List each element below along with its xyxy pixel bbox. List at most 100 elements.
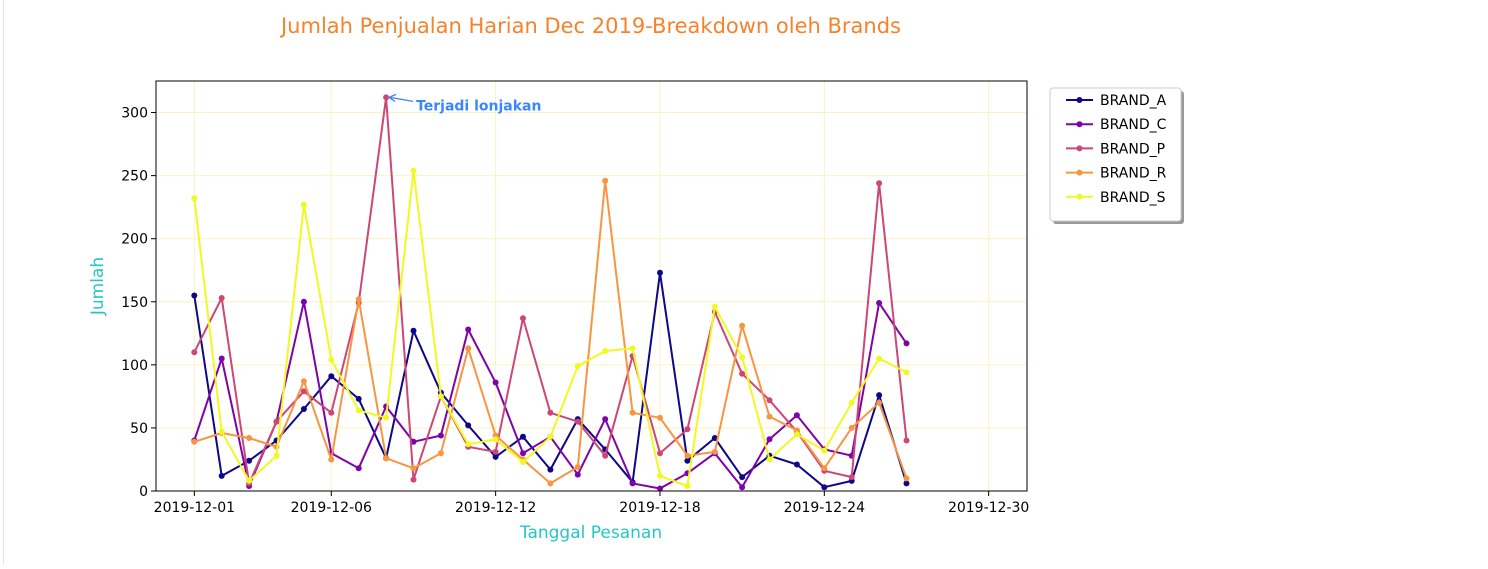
legend-item-brand-a: BRAND_A (1066, 93, 1167, 109)
data-point (273, 418, 280, 425)
annotation-label: Terjadi lonjakan (416, 98, 541, 114)
data-point (903, 475, 910, 482)
data-point (246, 457, 253, 464)
data-point (410, 465, 417, 472)
data-point (793, 461, 800, 468)
series-brand-s (191, 167, 910, 489)
data-point (246, 435, 253, 441)
data-point (410, 476, 417, 483)
data-point (437, 432, 444, 439)
data-point (876, 399, 883, 406)
data-point (848, 424, 855, 431)
data-point (739, 370, 746, 377)
data-point (739, 322, 746, 329)
data-point (492, 436, 499, 443)
data-point (657, 472, 663, 479)
y-tick-label: 150 (121, 295, 148, 311)
y-tick-label: 100 (121, 358, 148, 374)
data-point (876, 300, 883, 306)
data-point (739, 474, 746, 481)
data-point (383, 414, 390, 421)
data-point (876, 392, 883, 399)
data-point (574, 471, 581, 478)
data-point (465, 422, 472, 429)
data-point (711, 303, 718, 310)
series-line (193, 96, 908, 485)
data-point (191, 195, 198, 202)
data-point (602, 177, 609, 184)
chart-title: Jumlah Penjualan Harian Dec 2019-Breakdo… (279, 14, 901, 38)
grid (156, 81, 1027, 492)
data-point (465, 441, 472, 448)
legend: BRAND_A BRAND_C BRAND_P BRAND_R BRAND_S (1049, 87, 1184, 224)
data-point (711, 448, 718, 455)
data-point (684, 426, 691, 433)
data-point (520, 315, 526, 322)
data-point (766, 456, 773, 463)
legend-item-brand-c: BRAND_C (1066, 117, 1167, 133)
data-point (684, 457, 691, 464)
legend-marker (1076, 193, 1083, 200)
data-point (793, 431, 800, 438)
data-point (300, 201, 307, 208)
left-border (3, 0, 4, 565)
data-point (629, 345, 636, 352)
y-tick-label: 200 (121, 232, 148, 248)
data-point (903, 480, 910, 487)
x-tick-label: 2019-12-24 (784, 500, 865, 516)
y-tick-label: 300 (121, 106, 148, 122)
data-point (602, 348, 609, 354)
data-point (684, 452, 691, 459)
legend-label: BRAND_R (1100, 166, 1167, 182)
data-point (602, 452, 609, 459)
data-point (711, 435, 718, 441)
data-point (328, 373, 335, 380)
legend-marker (1076, 169, 1083, 176)
plot-area (155, 80, 1028, 492)
legend-marker (1076, 121, 1083, 128)
data-point (547, 466, 554, 473)
data-point (191, 438, 198, 445)
x-tick-label: 2019-12-12 (455, 500, 536, 516)
data-point (876, 180, 883, 187)
x-tick-label: 2019-12-01 (154, 500, 235, 516)
data-point (657, 450, 663, 457)
data-point (547, 409, 554, 416)
data-point (465, 345, 472, 352)
data-point (383, 455, 390, 462)
axis-ticks: 0 50 100 150 200 250 300 2019-12-01 2019-12-06 20… (121, 106, 1029, 516)
data-point (273, 452, 280, 459)
legend-item-brand-s: BRAND_S (1066, 190, 1166, 206)
legend-label: BRAND_A (1100, 93, 1167, 109)
data-point (848, 474, 855, 481)
data-point (766, 397, 773, 404)
x-axis-label: Tanggal Pesanan (519, 523, 662, 543)
data-point (574, 363, 581, 370)
y-tick-label: 250 (121, 169, 148, 185)
annotation-group: Terjadi lonjakan (388, 93, 541, 114)
data-point (410, 167, 417, 174)
y-tick-label: 0 (139, 484, 148, 500)
data-point (465, 326, 472, 333)
data-point (355, 296, 362, 303)
data-point (191, 292, 198, 299)
y-axis-label: Jumlah (88, 257, 108, 316)
data-point (437, 393, 444, 400)
data-point (355, 395, 362, 402)
data-point (821, 447, 828, 454)
data-point (547, 433, 554, 440)
data-point (300, 406, 307, 412)
data-point (821, 484, 828, 491)
data-point (300, 388, 307, 395)
data-point (492, 453, 499, 460)
data-point (328, 356, 335, 363)
data-point (437, 450, 444, 457)
legend-box (1049, 87, 1182, 222)
data-point (218, 472, 225, 479)
legend-label: BRAND_S (1100, 190, 1166, 206)
legend-marker (1076, 145, 1083, 152)
data-point (328, 409, 335, 416)
data-point (300, 378, 307, 385)
series-brand-r (191, 177, 910, 487)
